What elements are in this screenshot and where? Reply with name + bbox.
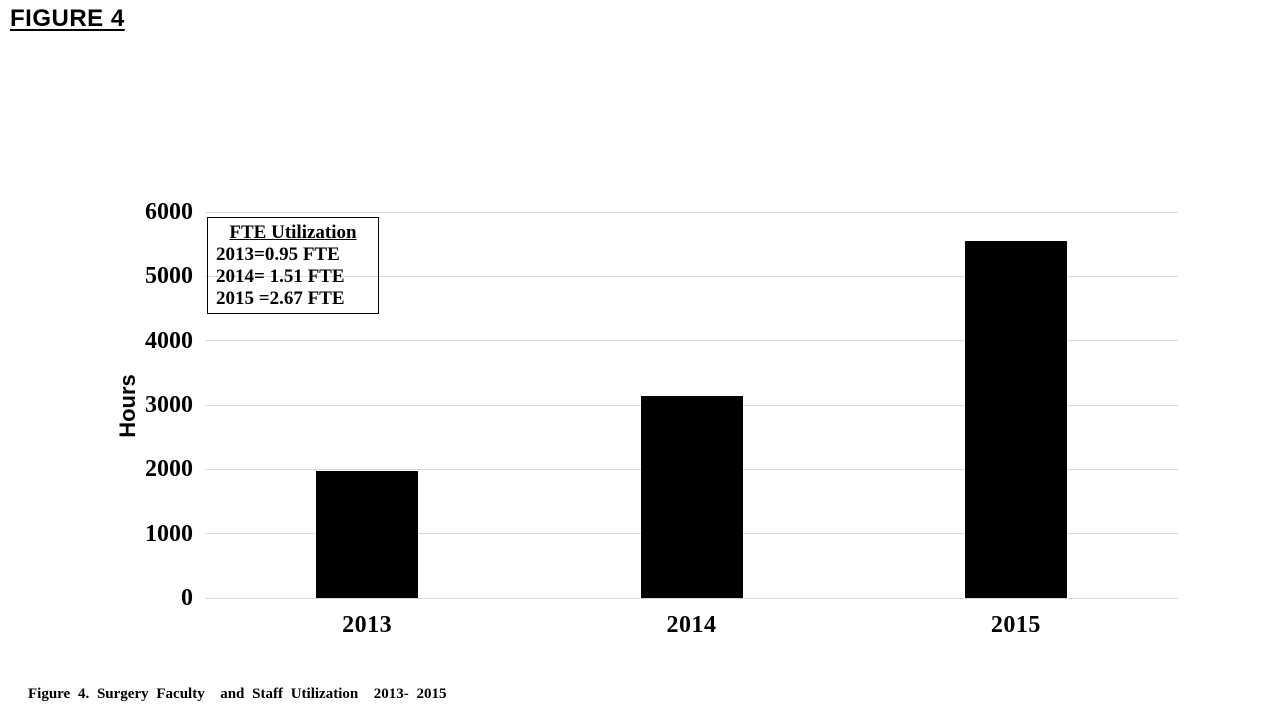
y-tick-label-5000: 5000 [145,263,193,290]
x-tick-label-2013: 2013 [342,612,393,638]
y-tick-label-2000: 2000 [145,456,193,483]
fte-annotation-line-2015: 2015 =2.67 FTE [216,288,345,309]
bar-2014 [640,395,743,598]
y-tick-label-4000: 4000 [145,327,193,354]
fte-annotation-line-2014: 2014= 1.51 FTE [216,266,345,287]
y-tick-label-3000: 3000 [145,392,193,418]
x-tick-label-2014: 2014 [666,612,717,638]
bar-2013 [316,470,419,598]
gridline-0 [205,597,1178,599]
y-tick-label-0: 0 [181,585,193,611]
gridline-4000 [205,340,1178,342]
gridline-5000 [205,275,1178,277]
fte-annotation-line-2013: 2013=0.95 FTE [216,244,340,265]
fte-annotation-title: FTE Utilization [229,222,357,243]
fte-annotation-box: FTE Utilization 2013=0.95 FTE 2014= 1.51… [207,217,379,314]
y-tick-label-1000: 1000 [145,520,193,547]
y-tick-label-6000: 6000 [145,199,193,225]
bar-2015 [964,240,1067,598]
figure-heading: FIGURE 4 [10,5,125,32]
y-axis-title-text: Hours [115,374,140,438]
gridline-6000 [205,211,1178,213]
x-tick-label-2015: 2015 [990,612,1041,638]
figure-caption: Figure 4. Surgery Faculty and Staff Util… [28,686,447,702]
